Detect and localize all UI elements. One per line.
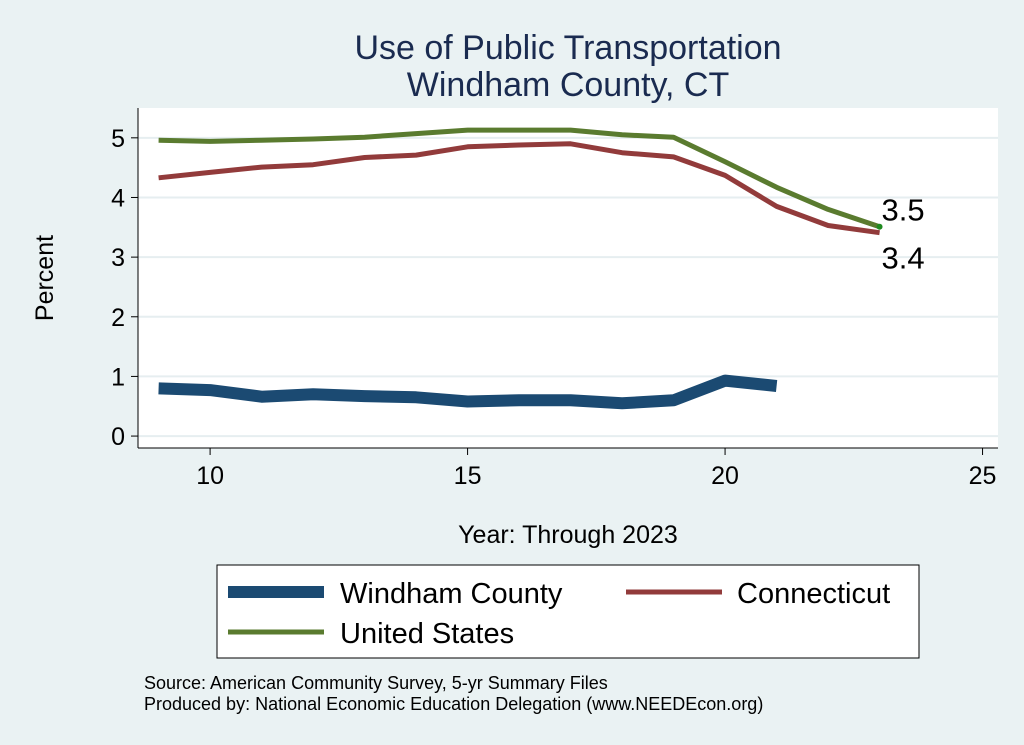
end-label-united-states: 3.5 [882,193,925,228]
x-tick-label-10: 10 [196,462,224,490]
legend-label-united-states: United States [340,618,514,650]
y-axis-ticks: 0 1 2 3 4 5 [111,125,138,451]
end-value-labels: 3.53.4 [876,193,925,276]
x-tick-label-25: 25 [969,462,997,490]
y-tick-label-3: 3 [111,244,125,272]
y-tick-label-1: 1 [111,363,125,391]
x-tick-label-15: 15 [454,462,482,490]
x-axis-ticks: 10 15 20 25 [196,448,996,490]
us-end-marker [876,223,883,230]
series-line-connecticut [158,141,880,236]
legend-label-connecticut: Connecticut [737,578,890,610]
end-label-connecticut: 3.4 [882,241,925,276]
series-line-windham-county [158,374,778,410]
y-tick-label-2: 2 [111,304,125,332]
y-tick-label-5: 5 [111,125,125,153]
producer-note: Produced by: National Economic Education… [144,694,763,714]
source-note: Source: American Community Survey, 5-yr … [144,673,608,693]
legend: Windham County Connecticut United States [216,564,920,659]
legend-box [216,564,920,659]
x-tick-label-20: 20 [711,462,739,490]
y-tick-label-0: 0 [111,423,125,451]
legend-entries: Windham County Connecticut United States [228,578,890,650]
series-line-united-states [158,127,881,230]
y-axis-label: Percent [31,235,59,321]
chart-title-line2: Windham County, CT [407,66,729,104]
y-tick-label-4: 4 [111,184,125,212]
legend-label-windham-county: Windham County [340,578,563,610]
chart-title-line1: Use of Public Transportation [354,29,781,67]
series-lines [158,127,881,410]
x-axis-label: Year: Through 2023 [458,521,678,549]
